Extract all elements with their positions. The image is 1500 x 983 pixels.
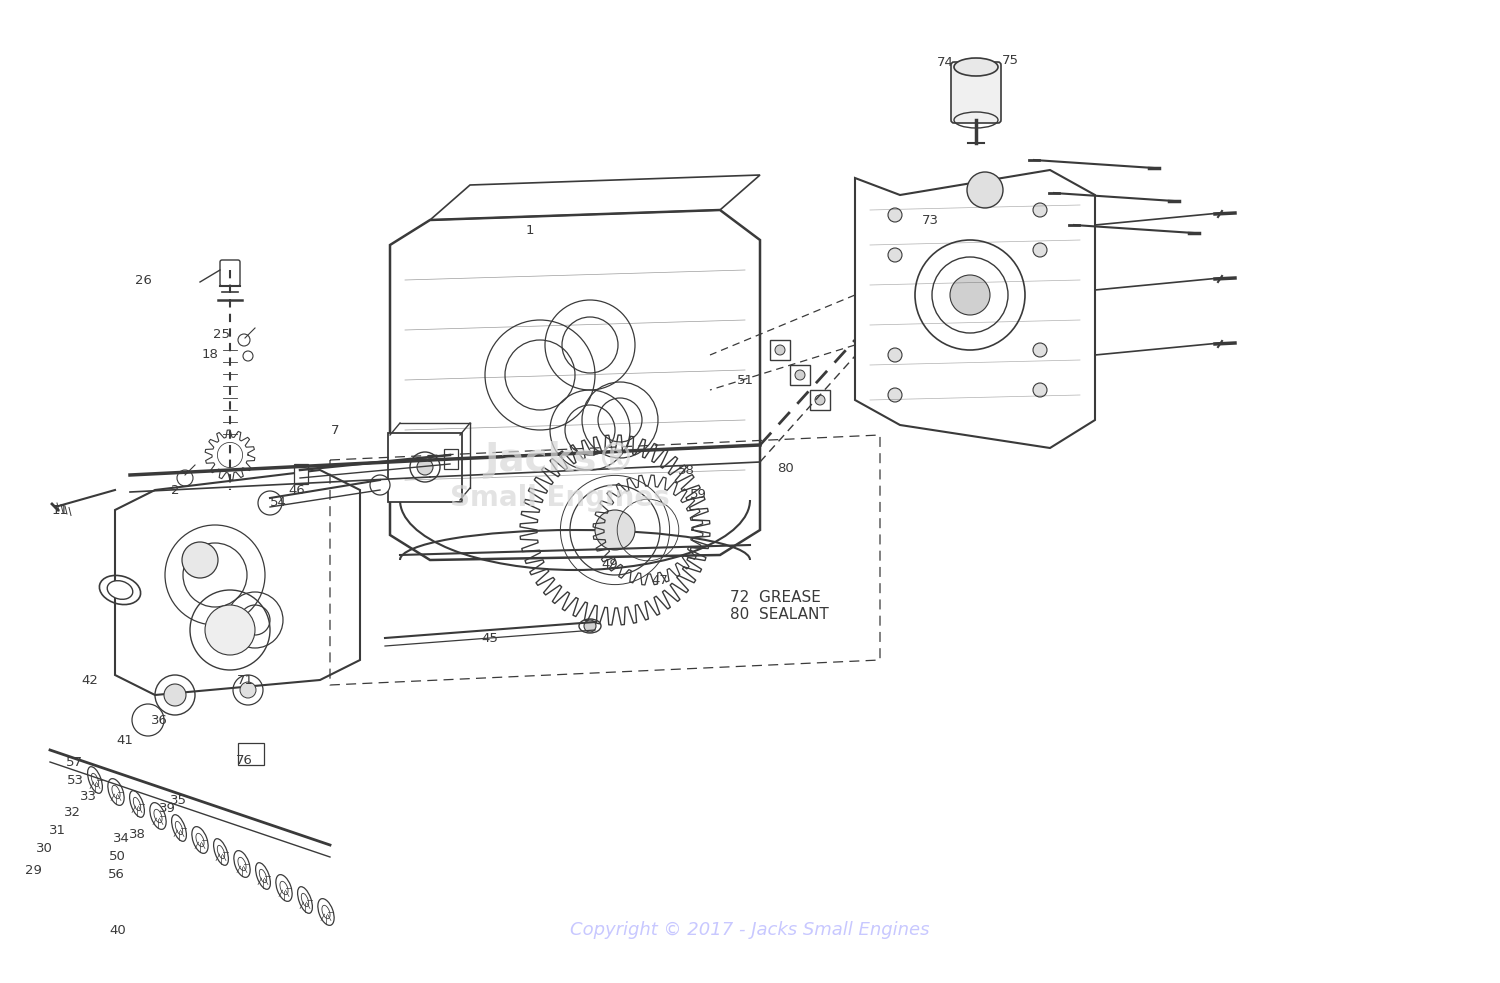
Ellipse shape [154, 809, 162, 823]
FancyBboxPatch shape [294, 464, 307, 484]
FancyBboxPatch shape [810, 390, 830, 410]
Text: 33: 33 [80, 790, 96, 803]
Text: 51: 51 [736, 374, 753, 386]
Circle shape [258, 491, 282, 515]
Ellipse shape [322, 905, 330, 919]
FancyBboxPatch shape [951, 62, 1000, 123]
Text: 26: 26 [135, 273, 152, 286]
Text: 2: 2 [171, 484, 180, 496]
Text: 38: 38 [129, 829, 146, 841]
Circle shape [888, 388, 902, 402]
Ellipse shape [280, 882, 288, 895]
Text: 58: 58 [678, 464, 694, 477]
Ellipse shape [217, 845, 225, 859]
Circle shape [968, 172, 1004, 208]
Circle shape [1034, 243, 1047, 257]
Text: 80: 80 [777, 461, 795, 475]
FancyBboxPatch shape [238, 743, 264, 765]
Circle shape [206, 605, 255, 655]
Circle shape [596, 510, 634, 550]
Circle shape [776, 345, 784, 355]
Text: 57: 57 [66, 756, 82, 769]
Text: 47: 47 [651, 573, 669, 587]
Text: 18: 18 [201, 349, 219, 362]
Circle shape [1034, 203, 1047, 217]
Text: 54: 54 [270, 496, 286, 509]
Text: 76: 76 [236, 754, 252, 767]
Circle shape [164, 684, 186, 706]
Circle shape [182, 542, 218, 578]
Text: 42: 42 [81, 673, 99, 686]
Text: 29: 29 [24, 863, 42, 877]
Text: 31: 31 [48, 824, 66, 837]
Ellipse shape [302, 894, 309, 906]
Ellipse shape [106, 581, 134, 600]
Text: 39: 39 [159, 801, 176, 815]
Text: 49: 49 [602, 558, 618, 571]
Text: 53: 53 [66, 774, 84, 786]
Circle shape [1034, 343, 1047, 357]
FancyBboxPatch shape [790, 365, 810, 385]
Ellipse shape [954, 58, 998, 76]
Ellipse shape [176, 822, 183, 835]
Text: Jacks®: Jacks® [484, 441, 636, 479]
Circle shape [370, 475, 390, 495]
Circle shape [888, 348, 902, 362]
Ellipse shape [134, 797, 141, 811]
Ellipse shape [196, 834, 204, 846]
Text: 41: 41 [117, 733, 134, 746]
Circle shape [1034, 383, 1047, 397]
Text: 72  GREASE
80  SEALANT: 72 GREASE 80 SEALANT [730, 590, 828, 622]
Circle shape [888, 208, 902, 222]
Text: 25: 25 [213, 328, 231, 341]
Circle shape [815, 395, 825, 405]
Ellipse shape [112, 785, 120, 798]
Text: 56: 56 [108, 869, 124, 882]
Text: 74: 74 [936, 56, 954, 70]
FancyBboxPatch shape [388, 433, 462, 502]
Text: 40: 40 [110, 923, 126, 937]
Text: Small Engines: Small Engines [450, 484, 670, 512]
Text: 35: 35 [170, 793, 186, 806]
Text: 34: 34 [112, 833, 129, 845]
Text: 50: 50 [108, 850, 126, 863]
FancyBboxPatch shape [220, 260, 240, 286]
Text: 32: 32 [63, 805, 81, 819]
Ellipse shape [260, 869, 267, 883]
Text: 30: 30 [36, 841, 52, 854]
Text: 73: 73 [921, 213, 939, 226]
Text: 1: 1 [525, 223, 534, 237]
Circle shape [584, 620, 596, 632]
Text: 46: 46 [288, 484, 306, 496]
Text: 59: 59 [690, 489, 706, 501]
Circle shape [240, 682, 256, 698]
Text: Copyright © 2017 - Jacks Small Engines: Copyright © 2017 - Jacks Small Engines [570, 921, 930, 939]
Circle shape [950, 275, 990, 315]
Text: 7: 7 [330, 424, 339, 436]
Text: 75: 75 [1002, 53, 1019, 67]
Text: 71: 71 [237, 673, 254, 686]
FancyBboxPatch shape [444, 449, 458, 469]
Circle shape [888, 248, 902, 262]
Text: 11: 11 [51, 503, 69, 516]
FancyBboxPatch shape [770, 340, 790, 360]
Text: 45: 45 [482, 631, 498, 645]
Circle shape [795, 370, 806, 380]
Ellipse shape [92, 774, 99, 786]
Circle shape [417, 459, 434, 475]
Ellipse shape [238, 857, 246, 871]
Text: 36: 36 [150, 714, 168, 726]
